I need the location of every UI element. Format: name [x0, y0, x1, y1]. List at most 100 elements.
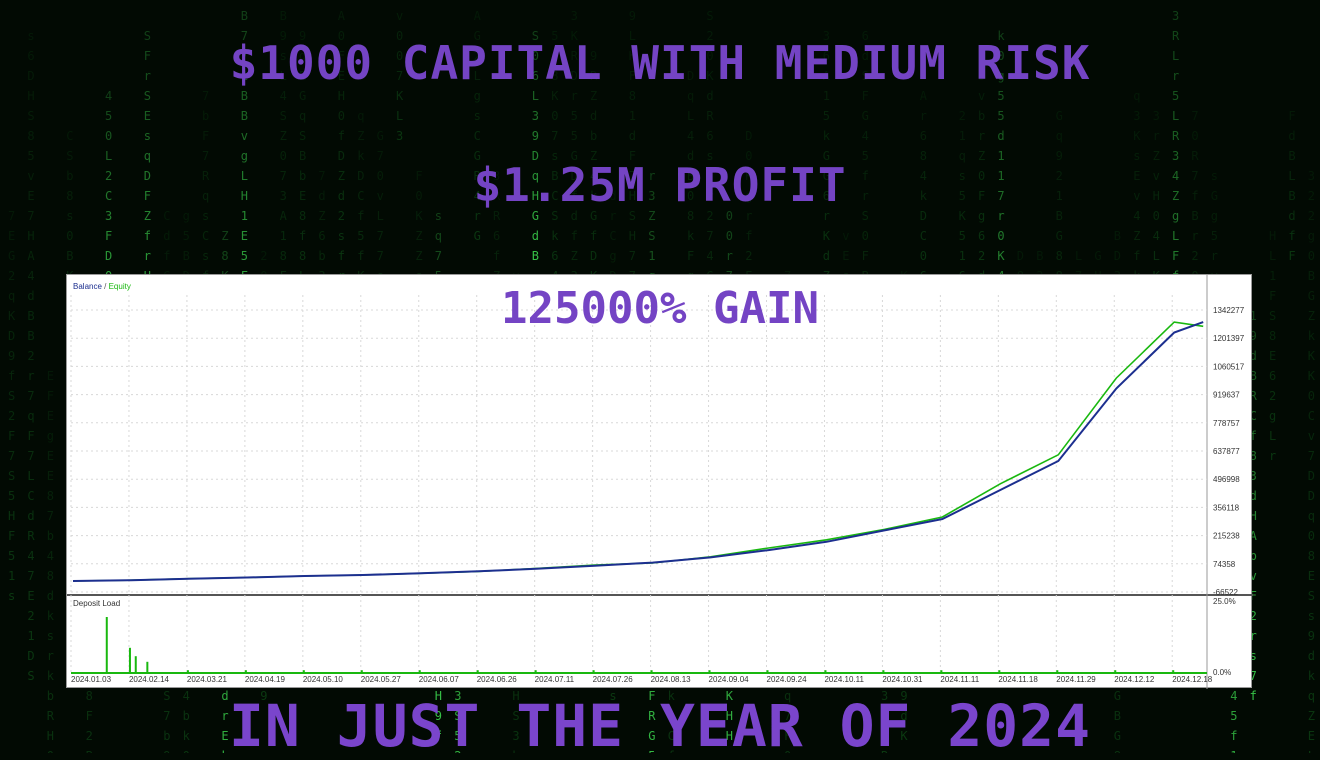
matrix-glyph: H	[27, 229, 34, 243]
balance-equity-chart: 1342277 1201397 1060517 919637 778757 637877 4…	[67, 275, 1253, 689]
matrix-glyph: g	[241, 149, 248, 163]
x-tick-label: 2024.02.14	[129, 675, 170, 684]
matrix-glyph: 4	[47, 549, 54, 563]
y-axis: 1342277 1201397 1060517 919637 778757 637877 4…	[1213, 306, 1245, 677]
matrix-glyph: f	[590, 229, 597, 243]
matrix-glyph: 2	[959, 109, 966, 123]
matrix-glyph: 7	[377, 249, 384, 263]
matrix-glyph: E	[47, 369, 54, 383]
matrix-glyph: G	[1211, 189, 1218, 203]
matrix-glyph: 0	[280, 149, 287, 163]
matrix-glyph: 1	[997, 149, 1004, 163]
matrix-glyph: B	[86, 749, 93, 753]
matrix-glyph: g	[1172, 209, 1179, 223]
matrix-glyph: 7	[1191, 169, 1198, 183]
x-tick-label: 2024.10.31	[882, 675, 923, 684]
matrix-glyph: A	[1250, 529, 1258, 543]
matrix-glyph: r	[648, 169, 655, 183]
matrix-glyph: K	[823, 229, 831, 243]
matrix-glyph: H	[338, 89, 345, 103]
matrix-glyph: b	[202, 109, 209, 123]
matrix-glyph: 6	[823, 49, 830, 63]
headline-year: IN JUST THE YEAR OF 2024	[228, 692, 1092, 760]
matrix-glyph: 3	[532, 109, 539, 123]
matrix-glyph: f	[338, 249, 345, 263]
matrix-glyph: v	[1308, 429, 1315, 443]
matrix-glyph: 4	[105, 89, 112, 103]
matrix-glyph: 1	[241, 69, 248, 83]
x-tick-label: 2024.12.18	[1172, 675, 1213, 684]
matrix-glyph: E	[1133, 169, 1140, 183]
matrix-glyph: 7	[629, 249, 636, 263]
matrix-glyph: C	[668, 729, 675, 743]
matrix-glyph: S	[280, 109, 287, 123]
matrix-glyph: C	[27, 489, 34, 503]
matrix-glyph: 7	[27, 449, 34, 463]
matrix-glyph: L	[1172, 229, 1179, 243]
matrix-glyph: 9	[299, 29, 306, 43]
x-tick-label: 2024.06.26	[477, 675, 518, 684]
matrix-glyph: 4	[280, 89, 287, 103]
matrix-glyph: 7	[318, 169, 325, 183]
matrix-glyph: 5	[105, 109, 112, 123]
matrix-glyph: b	[47, 689, 54, 703]
load-bar	[1172, 670, 1175, 673]
matrix-glyph: B	[1288, 189, 1295, 203]
matrix-glyph: 8	[881, 709, 888, 723]
matrix-glyph: v	[396, 9, 403, 23]
load-bar	[146, 661, 149, 673]
matrix-glyph: L	[474, 69, 481, 83]
matrix-glyph: F	[1250, 589, 1257, 603]
matrix-glyph: 5	[1211, 229, 1218, 243]
matrix-glyph: 3	[1172, 149, 1179, 163]
matrix-glyph: G	[377, 129, 384, 143]
matrix-glyph: H	[27, 89, 34, 103]
matrix-glyph: f	[163, 249, 170, 263]
matrix-glyph: B	[241, 89, 248, 103]
matrix-glyph: A	[823, 69, 831, 83]
x-tick-label: 2024.09.24	[767, 675, 808, 684]
matrix-glyph: 8	[47, 569, 54, 583]
matrix-glyph: 2	[1269, 389, 1276, 403]
matrix-glyph: A	[920, 89, 928, 103]
matrix-glyph: R	[474, 169, 482, 183]
matrix-glyph: 1	[629, 109, 636, 123]
matrix-glyph: 5	[8, 549, 15, 563]
matrix-glyph: G	[590, 209, 597, 223]
matrix-glyph: F	[629, 149, 636, 163]
matrix-glyph: 0	[706, 49, 713, 63]
matrix-glyph: s	[706, 149, 713, 163]
matrix-glyph: K	[571, 29, 579, 43]
load-bar	[882, 670, 885, 673]
matrix-glyph: R	[202, 169, 210, 183]
matrix-glyph: Z	[1308, 709, 1315, 723]
matrix-glyph: d	[338, 189, 345, 203]
matrix-glyph: 5	[571, 129, 578, 143]
matrix-glyph: d	[1250, 489, 1257, 503]
matrix-glyph: 4	[1172, 169, 1179, 183]
matrix-glyph: 7	[629, 169, 636, 183]
matrix-glyph: 0	[726, 209, 733, 223]
matrix-glyph: E	[842, 249, 849, 263]
matrix-glyph: E	[8, 229, 15, 243]
x-tick-label: 2024.06.07	[419, 675, 460, 684]
matrix-glyph: 7	[706, 229, 713, 243]
matrix-glyph: d	[997, 129, 1004, 143]
matrix-glyph: 0	[396, 49, 403, 63]
matrix-glyph: k	[687, 229, 695, 243]
matrix-glyph: L	[1075, 249, 1082, 263]
matrix-glyph: L	[1288, 169, 1295, 183]
matrix-glyph: C	[920, 229, 927, 243]
y-tick-label: 919637	[1213, 391, 1240, 400]
matrix-glyph: k	[183, 729, 191, 743]
matrix-glyph: 6	[27, 49, 34, 63]
matrix-glyph: d	[687, 149, 694, 163]
matrix-glyph: q	[1133, 89, 1140, 103]
load-bar	[766, 670, 769, 673]
matrix-glyph: g	[1308, 229, 1315, 243]
matrix-glyph: Z	[415, 249, 422, 263]
matrix-glyph: v	[377, 189, 384, 203]
matrix-glyph: 0	[1191, 129, 1198, 143]
matrix-glyph: G	[571, 149, 578, 163]
matrix-glyph: F	[862, 249, 869, 263]
